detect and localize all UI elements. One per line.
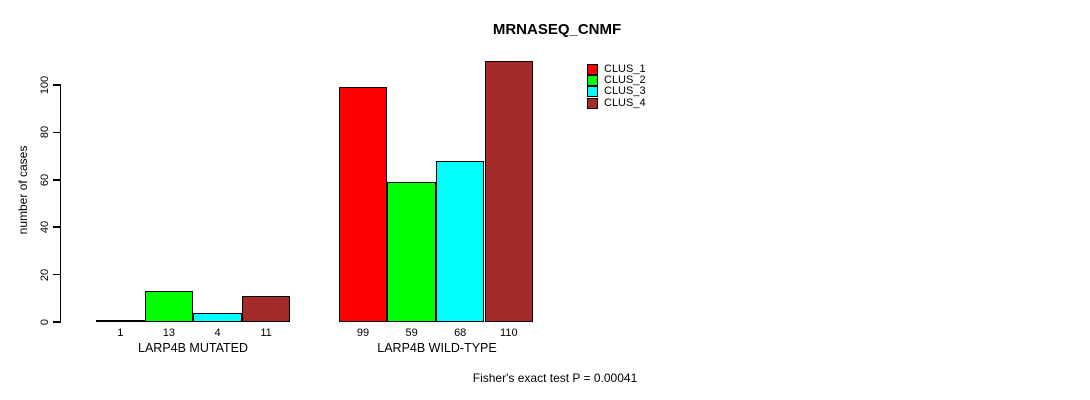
bar-value-label: 110 — [500, 327, 518, 339]
y-axis-tick — [52, 226, 61, 228]
legend-swatch-clus-4-icon — [587, 97, 598, 109]
bar-clus_4-group1 — [241, 295, 291, 322]
y-axis-tick — [52, 131, 61, 134]
bar-value-label: 11 — [260, 327, 272, 339]
legend-swatch-clus-3-icon — [587, 86, 598, 98]
y-axis-tick — [52, 179, 61, 181]
legend-label-clus-4: CLUS_4 — [604, 96, 646, 109]
bar-clus_3-group2 — [435, 160, 485, 322]
y-tick-label: 60 — [39, 173, 51, 186]
y-tick-label: 20 — [39, 268, 51, 281]
x-group-label-wild-type: LARP4B WILD-TYPE — [377, 341, 497, 355]
legend-item-clus-1: CLUS_1 — [587, 63, 646, 76]
y-axis-tick — [52, 84, 61, 86]
annotation-fisher-test: Fisher's exact test P = 0.00041 — [472, 371, 638, 385]
bar-clus_2-group2 — [387, 182, 436, 322]
legend-swatch-clus-2-icon — [587, 75, 598, 87]
bar-clus_4-group2 — [484, 61, 534, 322]
legend: CLUS_1 CLUS_2 CLUS_3 CLUS_4 — [587, 64, 646, 109]
legend-label-clus-1: CLUS_1 — [604, 63, 646, 76]
x-group-label-mutated: LARP4B MUTATED — [138, 341, 248, 355]
legend-item-clus-3: CLUS_3 — [587, 85, 646, 98]
bar-value-label: 4 — [214, 327, 221, 339]
bar-value-label: 13 — [162, 327, 176, 339]
legend-item-clus-2: CLUS_2 — [587, 74, 646, 87]
y-axis-tick — [52, 273, 61, 276]
y-tick-label: 80 — [39, 126, 51, 139]
chart-title: MRNASEQ_CNMF — [492, 21, 622, 38]
y-tick-label: 100 — [39, 75, 51, 95]
bar-value-label: 99 — [356, 327, 370, 339]
y-axis-line — [59, 85, 62, 322]
bar-value-label: 68 — [454, 327, 467, 339]
bar-clus_3-group1 — [193, 312, 242, 322]
bar-clus_1-group2 — [338, 87, 388, 322]
y-tick-label: 0 — [39, 318, 51, 326]
bar-clus_2-group1 — [144, 291, 194, 322]
y-axis-tick — [52, 321, 61, 323]
bar-value-label: 1 — [117, 327, 124, 339]
legend-item-clus-4: CLUS_4 — [587, 96, 646, 109]
bar-value-label: 59 — [405, 327, 418, 339]
legend-swatch-clus-1-icon — [587, 64, 598, 76]
bar-clus_1-group1 — [96, 319, 145, 322]
legend-label-clus-2: CLUS_2 — [604, 74, 646, 87]
legend-label-clus-3: CLUS_3 — [604, 85, 646, 98]
y-tick-label: 40 — [39, 221, 51, 234]
